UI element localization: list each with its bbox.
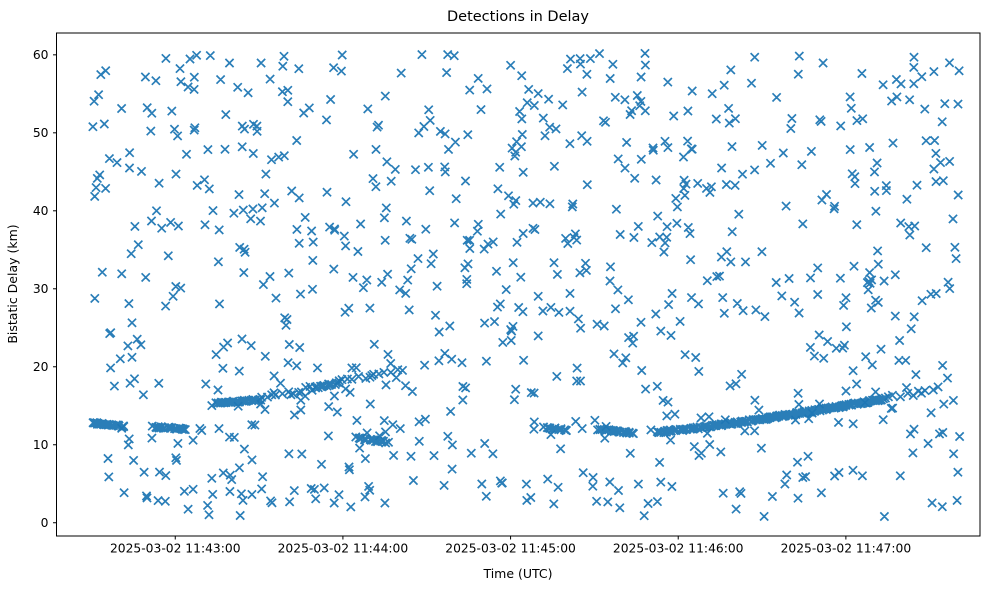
y-tick-label: 30 <box>33 282 49 296</box>
track-5-flat-12km <box>538 422 572 436</box>
axes-border <box>56 32 981 537</box>
track-6-flat-11km <box>592 424 639 439</box>
y-axis-label: Bistatic Delay (km) <box>5 224 20 343</box>
y-tick-label: 60 <box>33 48 49 62</box>
x-tick-label: 2025-03-02 11:46:00 <box>613 542 744 556</box>
data-points-layer <box>88 48 965 522</box>
y-tick-label: 20 <box>33 360 49 374</box>
y-tick-label: 50 <box>33 126 49 140</box>
track-4-blob-10km <box>351 432 394 448</box>
y-tick-label: 10 <box>33 438 49 452</box>
track-3c-dense-17km <box>310 378 344 393</box>
x-tick-label: 2025-03-02 11:43:00 <box>110 542 241 556</box>
ticks-layer: 2025-03-02 11:43:00 2025-03-02 11:44:00 20… <box>33 48 911 555</box>
chart-title: Detections in Delay <box>447 9 589 25</box>
y-tick-label: 40 <box>33 204 49 218</box>
x-tick-label: 2025-03-02 11:44:00 <box>278 542 409 556</box>
track-3a-dense-15km <box>211 394 266 408</box>
noise-detections <box>88 48 965 522</box>
track-3b-rise-sparse <box>256 382 317 402</box>
y-tick-label: 0 <box>41 516 49 530</box>
track-7-long-rise <box>652 393 891 438</box>
x-axis-label: Time (UTC) <box>482 566 552 581</box>
track-3d-rise-sparse <box>337 364 408 385</box>
plot-area <box>56 33 980 536</box>
track-2-flat-12km <box>147 421 191 435</box>
x-tick-label: 2025-03-02 11:47:00 <box>781 542 912 556</box>
x-tick-label: 2025-03-02 11:45:00 <box>445 542 576 556</box>
track-7-tail-sparse <box>883 382 943 402</box>
track-1-flat-12km <box>88 417 129 432</box>
